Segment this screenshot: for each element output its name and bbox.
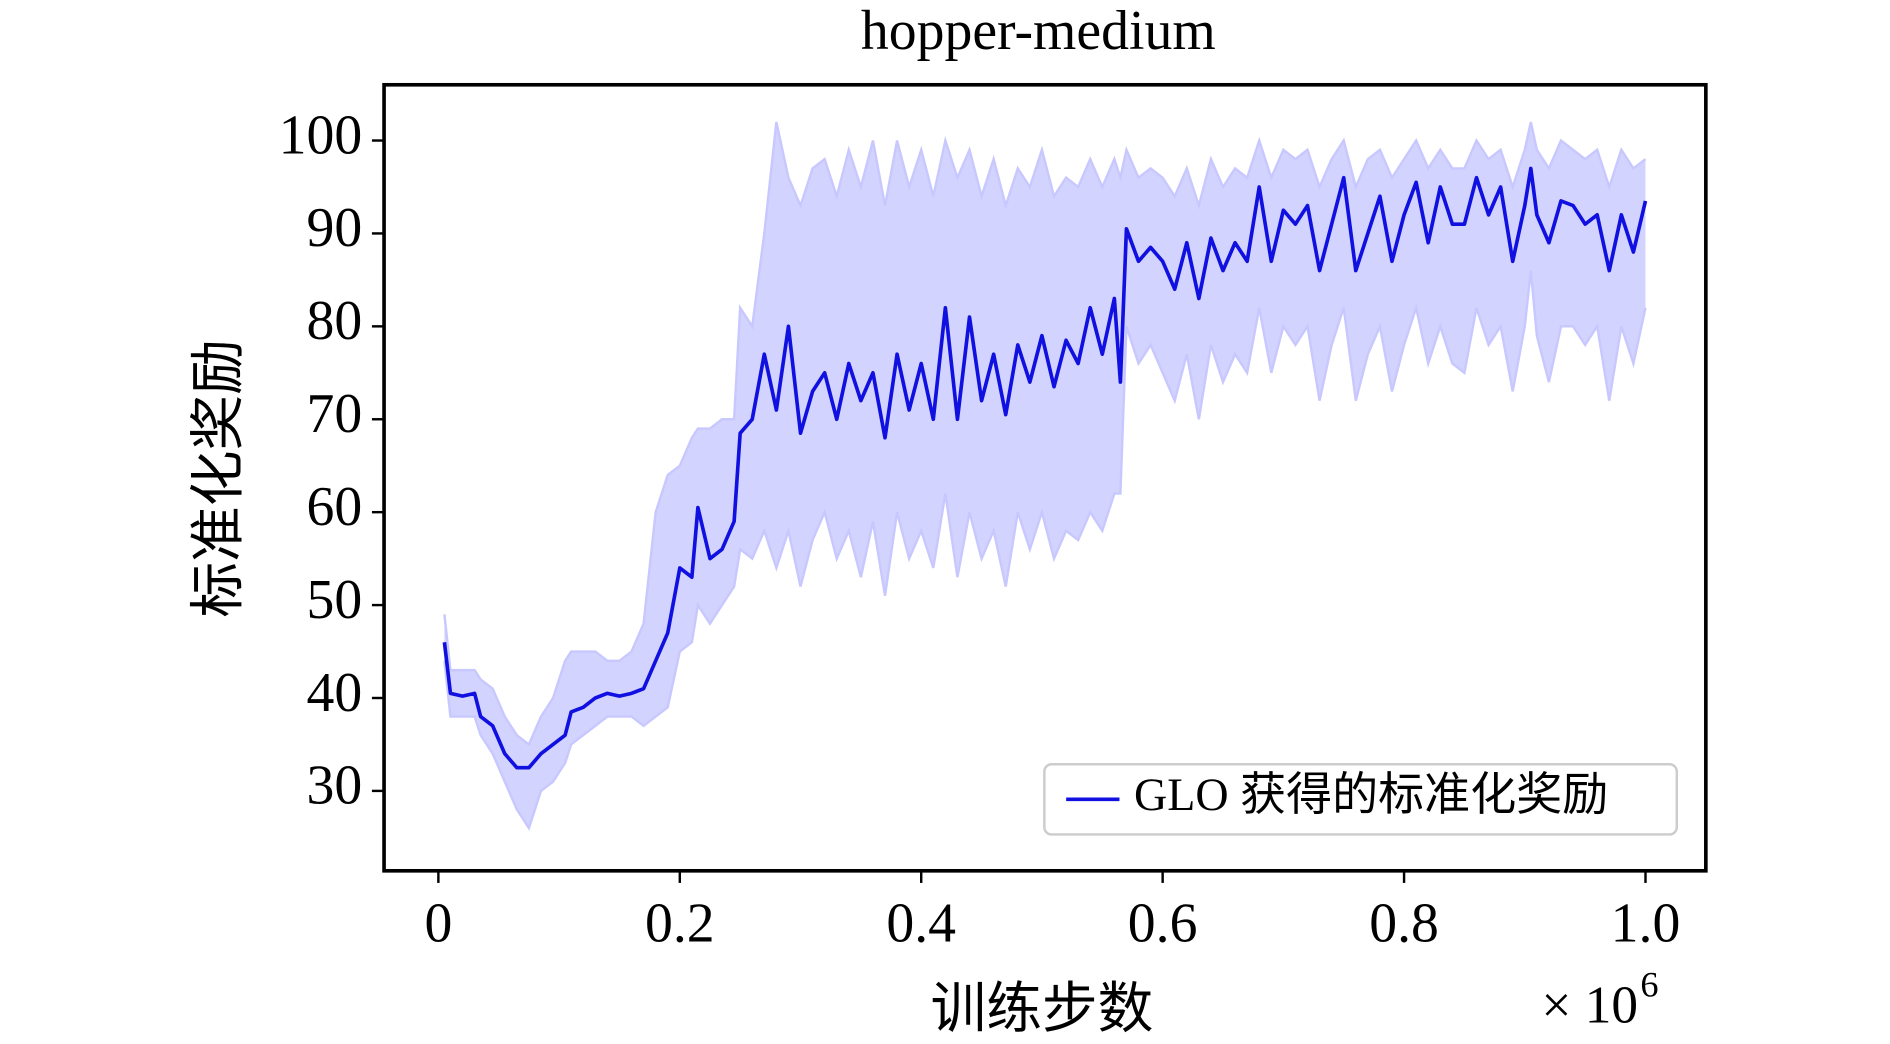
- x-offset-exponent: 6: [1640, 965, 1658, 1005]
- chart-title: hopper-medium: [861, 0, 1216, 62]
- x-tick-label: 0.6: [1128, 893, 1198, 955]
- y-tick-label: 70: [307, 383, 363, 445]
- y-tick-label: 60: [307, 476, 363, 538]
- line: [442, 166, 1648, 770]
- y-axis-label: 标准化奖励: [188, 339, 250, 618]
- legend-label: GLO 获得的标准化奖励: [1134, 769, 1608, 820]
- x-tick-label: 1.0: [1611, 893, 1681, 955]
- x-offset-base: × 10: [1541, 975, 1638, 1034]
- y-tick-label: 50: [307, 569, 363, 631]
- y-tick-label: 30: [307, 755, 363, 817]
- y-tick-label: 100: [279, 104, 363, 166]
- x-tick-label: 0.8: [1369, 893, 1439, 955]
- y-tick-label: 40: [307, 662, 363, 724]
- x-tick-label: 0.2: [645, 893, 715, 955]
- y-tick-label: 80: [307, 290, 363, 352]
- x-axis-label: 训练步数: [930, 979, 1153, 1041]
- band-lower: [443, 270, 1647, 831]
- plot-frame: [382, 82, 1708, 873]
- band-fill: [444, 121, 1646, 829]
- x-tick-label: 0: [424, 893, 452, 955]
- x-tick-label: 0.4: [886, 893, 956, 955]
- band-upper: [443, 121, 1647, 747]
- y-tick-label: 90: [307, 197, 363, 259]
- legend-box: [1043, 763, 1678, 836]
